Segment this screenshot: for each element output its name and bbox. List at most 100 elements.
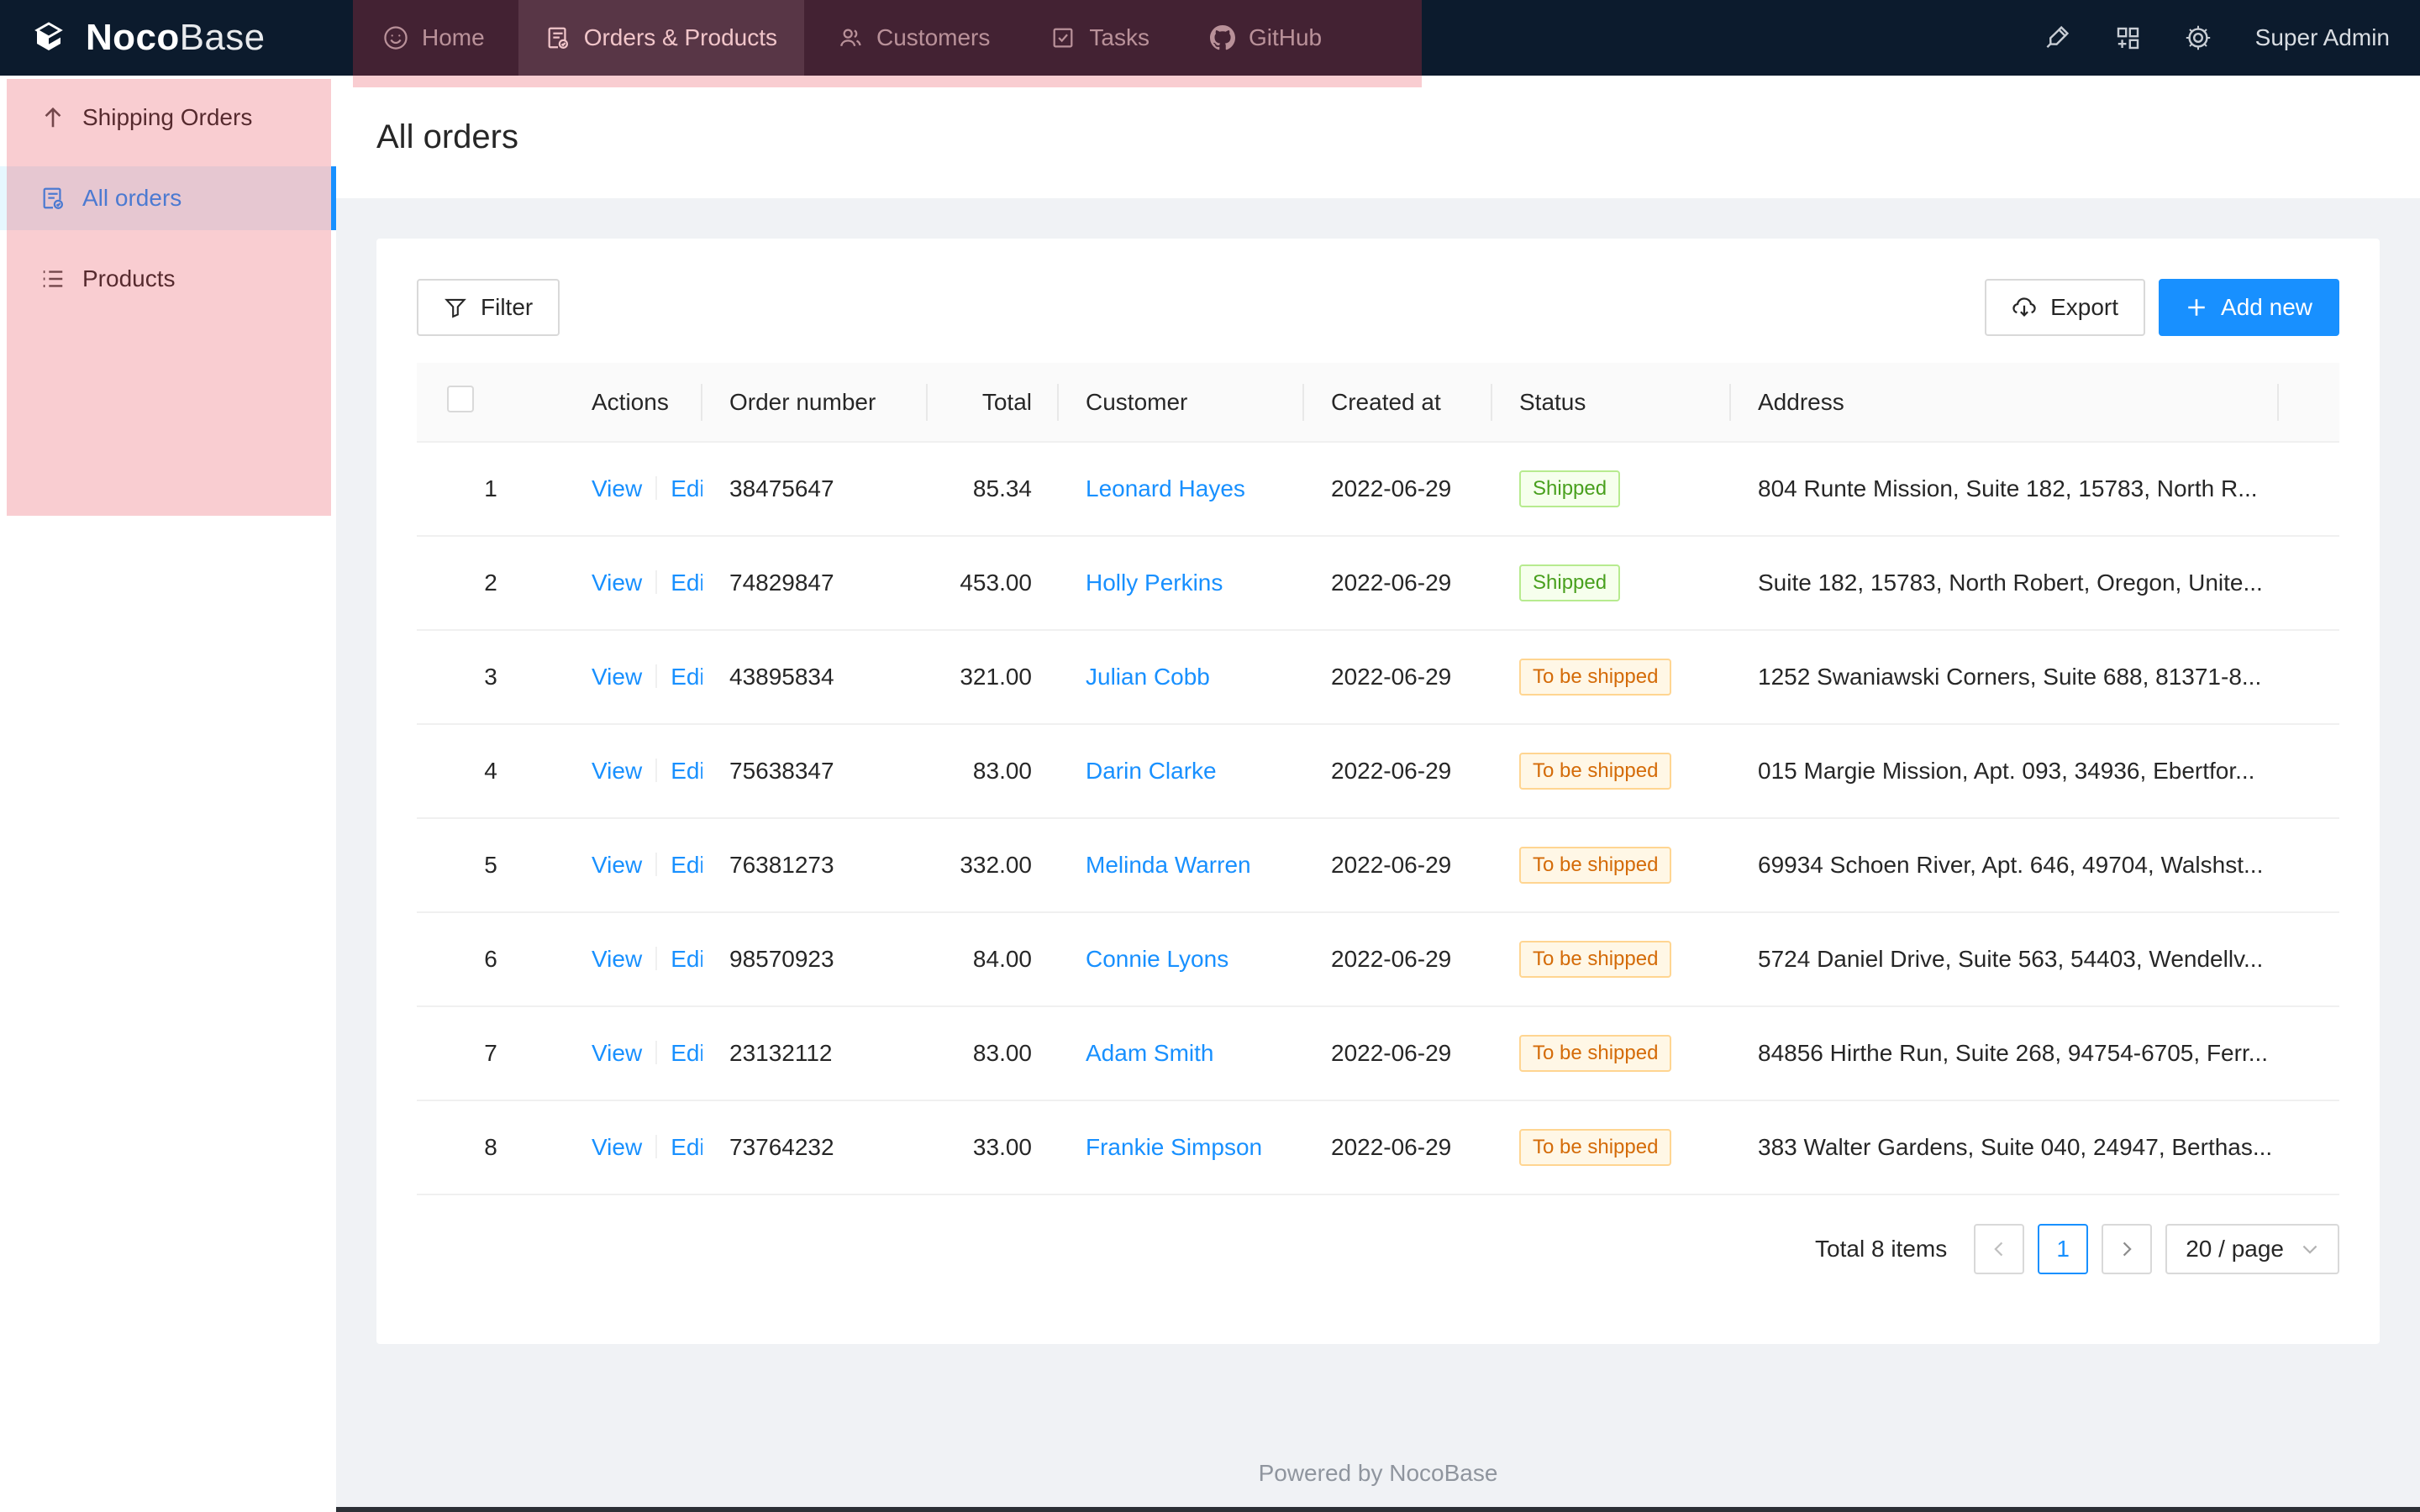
customer-cell: Leonard Hayes xyxy=(1059,442,1304,537)
sidebar-item-shipping-orders[interactable]: Shipping Orders xyxy=(0,86,336,150)
action-divider xyxy=(655,947,658,970)
view-link[interactable]: View xyxy=(592,1134,643,1160)
edit-link[interactable]: Edit xyxy=(671,570,702,596)
arrow-up-icon xyxy=(45,107,61,128)
chevron-down-icon xyxy=(2302,1245,2317,1254)
status-cell: To be shipped xyxy=(1492,724,1731,819)
brand-name: NocoBase xyxy=(86,17,266,58)
gear-icon[interactable] xyxy=(2185,24,2212,51)
customer-cell: Darin Clarke xyxy=(1059,724,1304,819)
prev-page-button[interactable] xyxy=(1974,1224,2025,1274)
customer-link[interactable]: Frankie Simpson xyxy=(1086,1134,1263,1160)
status-badge: To be shipped xyxy=(1519,1035,1672,1072)
status-cell: Shipped xyxy=(1492,536,1731,631)
extra-cell xyxy=(2279,442,2339,537)
table-row: 3 View Edit 43895834 321.00 Julian Cobb 2… xyxy=(417,630,2339,725)
nav-item-tasks[interactable]: Tasks xyxy=(1023,0,1176,76)
bottom-edge-bar xyxy=(336,1507,2420,1512)
view-link[interactable]: View xyxy=(592,852,643,878)
row-actions: View Edit xyxy=(565,442,702,537)
user-menu[interactable]: Super Admin xyxy=(2254,24,2390,50)
view-link[interactable]: View xyxy=(592,570,643,596)
order-number-cell: 43895834 xyxy=(702,630,928,725)
created-at-cell: 2022-06-29 xyxy=(1304,536,1492,631)
sidebar-item-products[interactable]: Products xyxy=(0,247,336,311)
table-header: Actions Order number Total Customer Crea… xyxy=(417,363,2339,443)
created-at-cell: 2022-06-29 xyxy=(1304,724,1492,819)
customer-link[interactable]: Adam Smith xyxy=(1086,1040,1214,1066)
edit-link[interactable]: Edit xyxy=(671,475,702,501)
view-link[interactable]: View xyxy=(592,946,643,972)
edit-link[interactable]: Edit xyxy=(671,852,702,878)
customer-link[interactable]: Connie Lyons xyxy=(1086,946,1229,972)
row-actions: View Edit xyxy=(565,818,702,913)
created-at-cell: 2022-06-29 xyxy=(1304,912,1492,1007)
address-cell: 84856 Hirthe Run, Suite 268, 94754-6705,… xyxy=(1731,1006,2279,1101)
highlight-icon[interactable] xyxy=(2044,24,2070,51)
customer-link[interactable]: Melinda Warren xyxy=(1086,852,1251,878)
address-cell: 383 Walter Gardens, Suite 040, 24947, Be… xyxy=(1731,1100,2279,1195)
action-divider xyxy=(655,1041,658,1064)
customer-link[interactable]: Darin Clarke xyxy=(1086,758,1217,784)
table-row: 1 ViewEdit 38475647 85.34 Leonard Hayes … xyxy=(417,442,2339,537)
extra-cell xyxy=(2279,724,2339,819)
nav-item-github[interactable]: GitHub xyxy=(1183,0,1349,76)
status-cell: To be shipped xyxy=(1492,1006,1731,1101)
view-link[interactable]: View xyxy=(592,1040,643,1066)
row-actions: View Edit xyxy=(565,912,702,1007)
total-cell: 83.00 xyxy=(928,724,1059,819)
order-number-cell: 73764232 xyxy=(702,1100,928,1195)
status-cell: To be shipped xyxy=(1492,1100,1731,1195)
customer-cell: Connie Lyons xyxy=(1059,912,1304,1007)
extra-cell xyxy=(2279,1100,2339,1195)
extra-cell xyxy=(2279,818,2339,913)
nav-item-customers[interactable]: Customers xyxy=(811,0,1017,76)
edit-link[interactable]: Edit xyxy=(671,1040,702,1066)
edit-link[interactable]: Edit xyxy=(671,758,702,784)
view-link[interactable]: View xyxy=(592,664,643,690)
col-header-total: Total xyxy=(928,363,1059,443)
filter-button[interactable]: Filter xyxy=(417,279,560,336)
edit-link[interactable]: Edit xyxy=(671,1134,702,1160)
orders-table-card: Filter Export Add new xyxy=(376,239,2380,1344)
customer-link[interactable]: Leonard Hayes xyxy=(1086,475,1245,501)
top-navbar: NocoBase Home Orders & Produ xyxy=(0,0,2420,76)
address-cell: 1252 Swaniawski Corners, Suite 688, 8137… xyxy=(1731,630,2279,725)
orders-table: Actions Order number Total Customer Crea… xyxy=(417,363,2339,1195)
address-cell: 69934 Schoen River, Apt. 646, 49704, Wal… xyxy=(1731,818,2279,913)
address-cell: 015 Margie Mission, Apt. 093, 34936, Ebe… xyxy=(1731,724,2279,819)
ui-editor-blocks-icon[interactable] xyxy=(2114,24,2141,51)
order-number-cell: 98570923 xyxy=(702,912,928,1007)
customer-link[interactable]: Holly Perkins xyxy=(1086,570,1223,596)
status-badge: To be shipped xyxy=(1519,847,1672,884)
total-cell: 85.34 xyxy=(928,442,1059,537)
table-row: 8 View Edit 73764232 33.00 Frankie Simpso… xyxy=(417,1100,2339,1195)
edit-link[interactable]: Edit xyxy=(671,664,702,690)
add-new-button[interactable]: Add new xyxy=(2159,279,2339,336)
sidebar: Shipping Orders All orders Products xyxy=(0,76,336,1512)
nav-item-home[interactable]: Home xyxy=(356,0,512,76)
nocobase-logo[interactable]: NocoBase xyxy=(0,0,353,76)
select-all-checkbox[interactable] xyxy=(447,386,474,412)
col-header-extra xyxy=(2279,363,2339,443)
next-page-button[interactable] xyxy=(2102,1224,2153,1274)
pagination-total: Total 8 items xyxy=(1815,1236,1948,1262)
chevron-left-icon xyxy=(1994,1242,2003,1257)
page-1-button[interactable]: 1 xyxy=(2038,1224,2089,1274)
view-link[interactable]: View xyxy=(592,758,643,784)
status-badge: To be shipped xyxy=(1519,659,1672,696)
customer-link[interactable]: Julian Cobb xyxy=(1086,664,1210,690)
customer-cell: Adam Smith xyxy=(1059,1006,1304,1101)
page-size-select[interactable]: 20 / page xyxy=(2165,1224,2339,1274)
edit-link[interactable]: Edit xyxy=(671,946,702,972)
export-button[interactable]: Export xyxy=(1985,279,2146,336)
nav-item-orders-products[interactable]: Orders & Products xyxy=(518,0,805,76)
powered-by-footer: Powered by NocoBase xyxy=(1258,1460,1498,1486)
sidebar-item-all-orders[interactable]: All orders xyxy=(0,166,336,230)
plus-icon xyxy=(2188,299,2205,316)
view-link[interactable]: View xyxy=(592,475,643,501)
sidebar-menu: Shipping Orders All orders Products xyxy=(0,76,336,311)
status-cell: To be shipped xyxy=(1492,912,1731,1007)
row-index: 2 xyxy=(417,536,565,631)
